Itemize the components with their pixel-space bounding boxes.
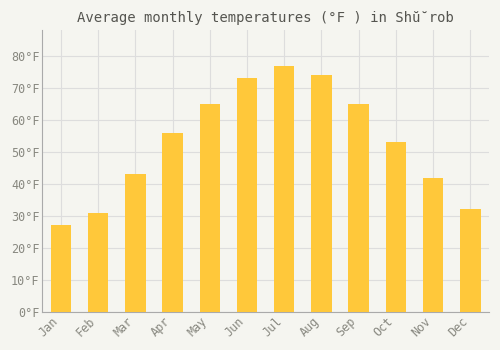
Bar (162, 133, 183, 312)
Title: Average monthly temperatures (°F ) in Shŭ̆rob: Average monthly temperatures (°F ) in Sh… (77, 11, 454, 25)
Bar (274, 65, 294, 312)
Bar (423, 177, 444, 312)
Bar (88, 213, 108, 312)
Bar (460, 210, 480, 312)
Bar (348, 104, 369, 312)
Bar (237, 78, 258, 312)
Bar (200, 104, 220, 312)
Bar (311, 75, 332, 312)
Bar (386, 142, 406, 312)
Bar (125, 174, 146, 312)
Bar (51, 225, 71, 312)
